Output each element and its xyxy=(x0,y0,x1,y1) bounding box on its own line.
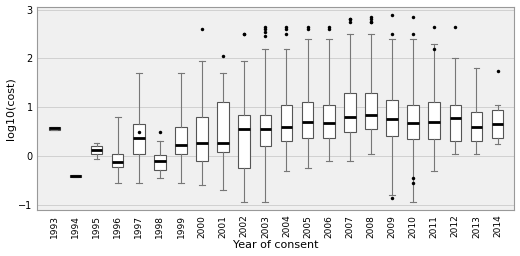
PathPatch shape xyxy=(428,102,440,139)
PathPatch shape xyxy=(281,105,292,142)
PathPatch shape xyxy=(386,100,398,136)
PathPatch shape xyxy=(259,115,271,146)
PathPatch shape xyxy=(365,93,376,129)
PathPatch shape xyxy=(48,127,60,130)
PathPatch shape xyxy=(175,127,187,154)
PathPatch shape xyxy=(133,124,145,154)
PathPatch shape xyxy=(450,105,461,142)
PathPatch shape xyxy=(112,154,123,167)
PathPatch shape xyxy=(471,112,482,142)
X-axis label: Year of consent: Year of consent xyxy=(233,240,319,250)
PathPatch shape xyxy=(492,110,503,137)
PathPatch shape xyxy=(154,155,166,170)
PathPatch shape xyxy=(90,146,102,154)
PathPatch shape xyxy=(70,175,81,177)
PathPatch shape xyxy=(196,117,208,161)
PathPatch shape xyxy=(323,105,334,137)
PathPatch shape xyxy=(407,105,419,139)
PathPatch shape xyxy=(344,93,356,132)
PathPatch shape xyxy=(239,115,250,168)
PathPatch shape xyxy=(217,102,229,152)
PathPatch shape xyxy=(302,102,314,137)
Y-axis label: log10(cost): log10(cost) xyxy=(6,77,16,140)
